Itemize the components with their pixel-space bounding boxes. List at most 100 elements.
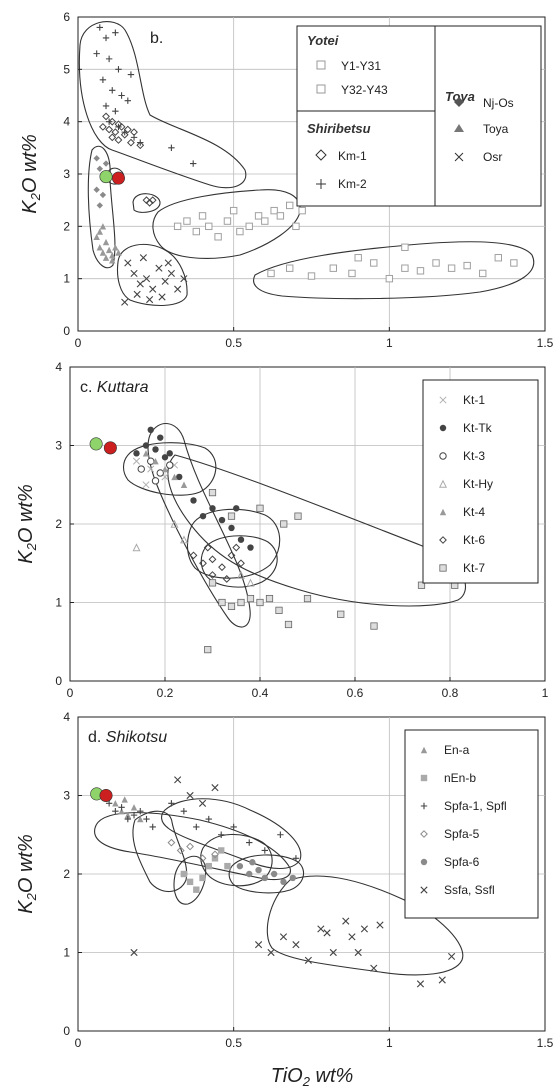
point-spfa-1-spfl	[218, 831, 225, 838]
point-kt-7	[227, 602, 236, 611]
point-kt-7	[237, 598, 245, 607]
point-kt-7	[227, 512, 236, 520]
point-ssfa-ssfl	[438, 976, 446, 984]
envelope-km2	[78, 21, 247, 189]
point-ssfa-ssfl	[254, 941, 263, 949]
point-spfa-5	[167, 838, 176, 847]
legend-marker-kt-tk	[439, 424, 447, 432]
point-ssfa-ssfl	[304, 956, 312, 964]
point-km-2	[105, 55, 113, 63]
data-points	[93, 24, 518, 306]
point-nj-os	[93, 186, 100, 193]
point-toya	[112, 244, 119, 251]
point-kt-6	[222, 575, 231, 583]
point-ssfa-ssfl	[360, 925, 369, 933]
envelope-toya	[87, 145, 116, 269]
reference-point-red	[103, 441, 117, 455]
panel-c: 0 0.2 0.4 0.6 0.8 1 0 1 2 3 4 c. Kuttara Kt-1 Kt-Tk…	[55, 360, 548, 700]
legend-label-kt-7: Kt-7	[463, 561, 485, 575]
point-nen-b	[193, 886, 200, 893]
legend-osr-marker	[454, 152, 464, 162]
point-km-1	[114, 136, 123, 144]
point-osr	[133, 290, 141, 298]
point-kt-tk	[237, 536, 245, 543]
point-spfa-1-spfl	[143, 815, 150, 823]
point-y1-y31	[214, 233, 222, 241]
legend-km-2: Km-2	[338, 177, 367, 191]
envelope-kt-vertical	[147, 423, 251, 628]
point-spfa-1-spfl	[105, 800, 113, 807]
x-tick-label: 1	[542, 686, 549, 700]
legend-y1-marker	[316, 60, 326, 70]
point-y32-y43	[447, 264, 456, 272]
point-kt-7	[265, 594, 274, 603]
point-ssfa-ssfl	[186, 791, 194, 800]
point-kt-4	[152, 458, 159, 465]
point-kt-tk	[166, 450, 173, 457]
point-kt-tk	[176, 473, 183, 481]
point-osr	[155, 264, 163, 272]
point-nj-os	[99, 191, 107, 199]
point-nen-b	[218, 847, 225, 854]
reference-point-red	[111, 171, 125, 185]
point-ssfa-ssfl	[376, 921, 384, 929]
point-kt-6	[203, 543, 212, 552]
point-nj-os	[96, 202, 103, 209]
legend-km-1: Km-1	[338, 149, 367, 163]
legend-label-kt-3: Kt-3	[463, 449, 485, 463]
point-ssfa-ssfl	[130, 948, 138, 957]
point-osr	[142, 275, 151, 283]
point-km-1	[120, 130, 129, 139]
point-nen-b	[180, 870, 188, 878]
point-kt-3	[166, 461, 174, 469]
point-kt-tk	[147, 426, 154, 433]
point-osr	[180, 275, 188, 283]
envelope-ssfa	[266, 875, 464, 976]
point-y32-y43	[370, 259, 378, 267]
legend-km1-marker	[315, 149, 327, 161]
point-y1-y31	[183, 217, 191, 225]
point-nen-b	[199, 874, 206, 882]
point-kt-7	[294, 512, 302, 520]
point-km-1	[98, 122, 107, 131]
tick-labels: 0 0.5 1 1.5 0 1 2 3 4 5 6	[63, 10, 553, 350]
legend-marker-spfa-1-spfl	[420, 802, 428, 810]
point-ssfa-ssfl	[370, 964, 378, 972]
point-kt-tk	[218, 516, 226, 524]
data-points	[90, 776, 456, 988]
legend-label-spfa-1-spfl: Spfa-1, Spfl	[444, 799, 507, 813]
point-kt-7	[218, 598, 226, 607]
point-spfa-1-spfl	[180, 808, 188, 815]
point-kt-tk	[199, 512, 207, 520]
point-spfa-6	[255, 866, 262, 874]
point-y32-y43	[463, 261, 471, 270]
y-tick-label: 2	[55, 517, 62, 531]
point-kt-6	[232, 543, 241, 552]
point-spfa-5	[211, 850, 219, 859]
point-spfa-6	[289, 874, 297, 882]
y-tick-label: 1	[63, 946, 70, 960]
legend-marker-kt-4	[439, 508, 447, 516]
point-kt-hy	[246, 578, 255, 587]
point-nj-os	[93, 155, 100, 162]
point-kt-tk	[152, 446, 159, 453]
point-kt-7	[256, 598, 264, 607]
point-spfa-1-spfl	[230, 823, 237, 831]
legend-label-ssfa-ssfl: Ssfa, Ssfl	[444, 883, 495, 897]
point-kt-7	[284, 620, 293, 629]
point-kt-1	[142, 481, 150, 489]
point-kt-7	[246, 594, 255, 603]
point-spfa-1-spfl	[193, 823, 200, 831]
point-spfa-5	[186, 842, 194, 851]
point-spfa-6	[246, 870, 253, 878]
data-points	[89, 426, 459, 654]
point-y32-y43	[286, 264, 294, 272]
point-y1-y31	[223, 217, 232, 225]
legend-y32-y43: Y32-Y43	[341, 83, 388, 97]
y-tick-label: 5	[63, 62, 70, 76]
x-tick-label: 1	[386, 1036, 393, 1050]
point-en-a	[137, 815, 144, 823]
legend-toya-marker	[454, 124, 464, 132]
y-axis-label-b: K2O wt%	[19, 134, 43, 213]
reference-point-green	[89, 437, 103, 451]
